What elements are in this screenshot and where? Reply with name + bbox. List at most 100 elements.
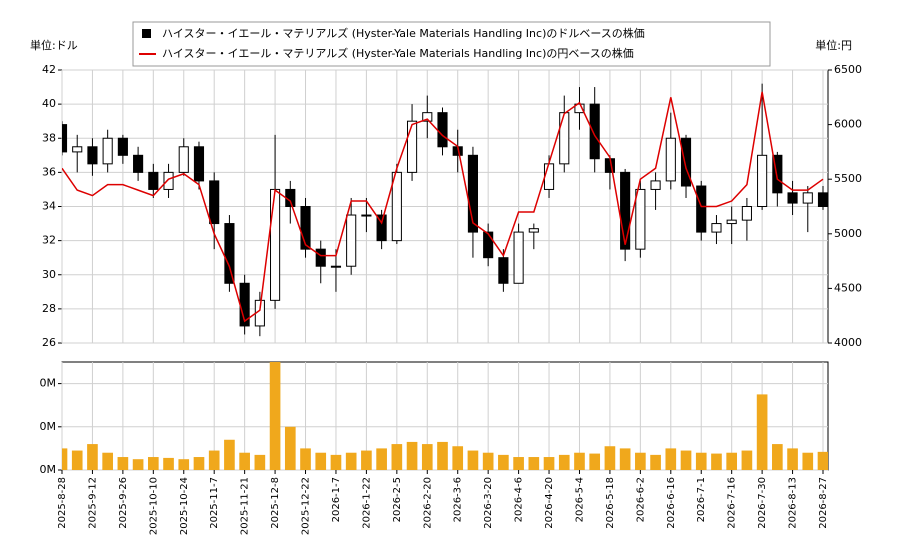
- candle-body: [300, 206, 311, 250]
- candle-body: [224, 223, 235, 284]
- legend-label: ハイスター・イエール・マテリアルズ (Hyster-Yale Materials…: [162, 46, 634, 60]
- x-tick-label: 2026-2-20: [422, 477, 433, 529]
- volume-bar: [406, 441, 418, 470]
- volume-bar: [391, 444, 403, 470]
- candle-body: [102, 137, 113, 165]
- y2-tick-label: 5500: [834, 172, 862, 185]
- volume-bar: [482, 452, 494, 470]
- x-tick-label: 2026-4-20: [544, 477, 555, 529]
- x-tick-label: 2025-10-10: [148, 477, 159, 535]
- volume-bar: [574, 452, 585, 470]
- y2-tick-label: 6500: [834, 63, 862, 76]
- volume-bar: [421, 444, 433, 470]
- y2-tick-label: 4000: [834, 336, 862, 349]
- y-axis-label: 単位:ドル: [30, 38, 78, 52]
- x-tick-label: 2025-11-7: [209, 477, 220, 529]
- candle-body: [467, 154, 479, 233]
- volume-bar: [787, 448, 798, 470]
- volume-bar: [315, 452, 327, 470]
- legend: ハイスター・イエール・マテリアルズ (Hyster-Yale Materials…: [132, 21, 771, 67]
- volume-bar: [741, 450, 753, 470]
- volume-bar: [558, 454, 570, 470]
- candle-body: [817, 192, 828, 208]
- volume-bar: [437, 441, 448, 470]
- volume-bar: [680, 450, 692, 470]
- candle-body: [483, 231, 494, 259]
- volume-bar: [772, 444, 783, 470]
- x-tick-label: 2026-3-6: [453, 477, 464, 522]
- candle-body: [757, 154, 768, 207]
- y-tick-label: 42: [42, 63, 56, 76]
- volume-bar: [330, 454, 342, 470]
- x-tick-label: 2025-9-12: [87, 477, 98, 529]
- candle-body: [209, 180, 220, 225]
- y2-axis-label: 単位:円: [815, 38, 852, 52]
- volume-bar: [178, 459, 190, 470]
- candle-body: [543, 163, 555, 190]
- y2-tick-label: 6000: [834, 118, 862, 131]
- volume-bar: [665, 448, 677, 470]
- candle-body: [87, 146, 98, 165]
- volume-bar: [543, 457, 555, 470]
- price-line: [62, 91, 824, 323]
- y-tick-label: 26: [42, 336, 56, 349]
- candle-body: [528, 228, 539, 233]
- candle-body: [620, 171, 631, 250]
- candles: [62, 83, 828, 337]
- x-tick-label: 2026-4-6: [514, 477, 525, 522]
- y-tick-label: 0M: [40, 377, 57, 390]
- volume-bar: [498, 454, 509, 470]
- volume-bar: [635, 452, 646, 470]
- volume-bar: [71, 450, 83, 470]
- candle-body: [117, 137, 128, 156]
- volume-bar: [452, 446, 464, 470]
- y-tick-label: 32: [42, 234, 56, 247]
- volume-bar: [87, 444, 98, 470]
- candle-body: [163, 171, 174, 190]
- volume-bar: [604, 446, 616, 470]
- candle-body: [711, 223, 722, 233]
- candle-body: [559, 112, 570, 165]
- candle-body: [635, 188, 646, 250]
- volume-bar: [117, 457, 129, 470]
- volume-bar: [208, 450, 220, 470]
- x-tick-label: 2025-9-26: [118, 477, 129, 529]
- volume-bar: [756, 394, 768, 470]
- volume-bar: [284, 426, 296, 470]
- y-tick-label: 40: [42, 97, 56, 110]
- volume-bar: [650, 454, 661, 470]
- candle-body: [513, 231, 524, 284]
- x-tick-label: 2025-11-21: [240, 477, 251, 535]
- candle-body: [315, 248, 326, 267]
- candle-body: [589, 103, 600, 160]
- y2-tick-label: 5000: [834, 227, 862, 240]
- legend-marker: [142, 29, 151, 38]
- volume-bar: [300, 448, 311, 470]
- x-tick-label: 2026-5-4: [574, 477, 585, 522]
- x-tick-label: 2026-3-20: [483, 477, 494, 529]
- volume-bar: [467, 450, 479, 470]
- volume-bar: [62, 448, 68, 470]
- volume-bar: [147, 457, 159, 470]
- candle-body: [726, 219, 737, 225]
- candle-body: [148, 171, 159, 190]
- y2-tick-label: 4500: [834, 281, 862, 294]
- volume-bar: [193, 457, 205, 470]
- candle-body: [787, 192, 798, 204]
- x-tick-label: 2026-1-7: [331, 477, 342, 522]
- candle-body: [270, 188, 281, 301]
- volume-bar: [163, 457, 174, 470]
- candle-body: [376, 214, 387, 242]
- candle-body: [437, 112, 448, 148]
- volume-bar: [361, 450, 372, 470]
- candle-body: [391, 171, 402, 242]
- volume-bar: [589, 453, 601, 470]
- volume-bar: [817, 451, 828, 470]
- y-tick-label: 0M: [40, 420, 57, 433]
- x-tick-label: 2026-5-18: [605, 477, 616, 529]
- x-tick-label: 2026-1-22: [361, 477, 372, 529]
- volume-bar: [269, 362, 281, 470]
- volume-bar: [132, 459, 144, 470]
- candle-body: [406, 120, 418, 173]
